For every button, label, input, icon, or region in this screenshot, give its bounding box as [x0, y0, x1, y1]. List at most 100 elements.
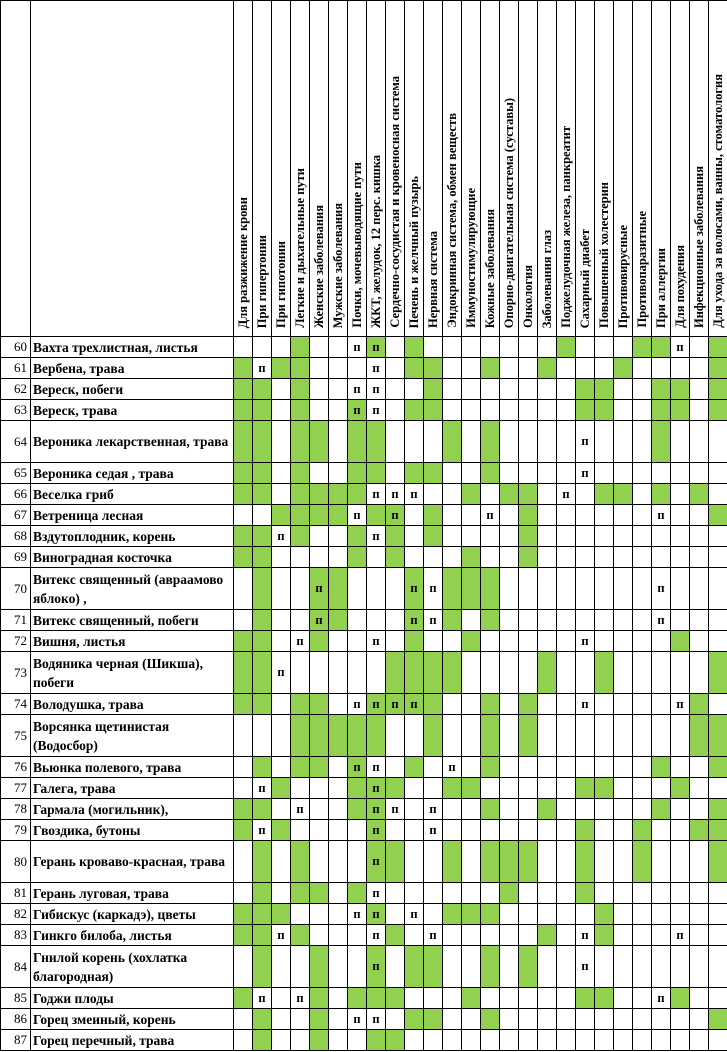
matrix-cell	[461, 378, 481, 400]
matrix-cell: п	[366, 945, 386, 988]
column-header: Заболевания глаз	[537, 0, 557, 337]
column-header-label: Противопаразитные	[634, 211, 649, 328]
matrix-cell	[594, 336, 614, 358]
column-header-label: Нервная система	[425, 231, 440, 328]
table-row: 66 Веселка гриб п п п п	[0, 483, 727, 505]
matrix-cell: п	[404, 609, 424, 631]
matrix-cell	[290, 483, 310, 505]
matrix-cell	[499, 609, 519, 631]
matrix-cell	[480, 378, 500, 400]
matrix-cell	[689, 1008, 709, 1030]
column-header-label: Эндокринная система, обмен веществ	[444, 113, 459, 328]
column-header-label: Инфекционные заболевания	[691, 166, 706, 328]
matrix-cell	[632, 525, 652, 547]
matrix-cell	[499, 882, 519, 904]
matrix-cell	[689, 525, 709, 547]
matrix-cell	[233, 945, 253, 988]
table-row: 78 Гармала (могильник), п п п п	[0, 798, 727, 820]
matrix-cell	[442, 798, 462, 820]
matrix-cell	[233, 651, 253, 694]
herb-name: Годжи плоды	[30, 987, 234, 1009]
matrix-cell: п	[290, 987, 310, 1009]
matrix-cell	[499, 630, 519, 652]
matrix-cell	[632, 798, 652, 820]
matrix-cell	[442, 693, 462, 715]
matrix-cell	[252, 399, 272, 421]
herb-name: Вахта трехлистная, листья	[30, 336, 234, 358]
matrix-cell	[708, 1008, 727, 1030]
matrix-cell	[499, 840, 519, 883]
matrix-cell	[632, 840, 652, 883]
table-row: 83 Гинкго билоба, листья п п п п п	[0, 924, 727, 946]
column-header: При гипотонии	[271, 0, 291, 337]
matrix-cell	[708, 378, 727, 400]
matrix-cell	[461, 504, 481, 526]
matrix-cell	[632, 1029, 652, 1051]
matrix-cell	[594, 609, 614, 631]
matrix-cell	[233, 336, 253, 358]
matrix-cell	[309, 399, 329, 421]
matrix-cell	[347, 882, 367, 904]
matrix-cell	[689, 714, 709, 757]
matrix-cell: п	[290, 798, 310, 820]
matrix-cell	[575, 777, 595, 799]
matrix-cell	[385, 714, 405, 757]
matrix-cell	[328, 567, 348, 610]
matrix-cell	[385, 336, 405, 358]
herb-name: Горец змеиный, корень	[30, 1008, 234, 1030]
matrix-cell: п	[423, 819, 443, 841]
matrix-cell	[271, 903, 291, 925]
matrix-cell	[328, 609, 348, 631]
matrix-cell	[575, 525, 595, 547]
matrix-cell	[290, 336, 310, 358]
matrix-cell	[670, 714, 690, 757]
matrix-cell	[594, 420, 614, 463]
table-row: 79 Гвоздика, бутоны п п п	[0, 819, 727, 841]
matrix-cell	[366, 987, 386, 1009]
matrix-cell	[461, 714, 481, 757]
matrix-cell	[537, 924, 557, 946]
matrix-cell	[670, 798, 690, 820]
matrix-cell	[290, 609, 310, 631]
herb-name: Герань луговая, трава	[30, 882, 234, 904]
column-header-label: Противовирусные	[615, 224, 630, 328]
matrix-cell	[480, 651, 500, 694]
matrix-cell	[556, 903, 576, 925]
table-row: 67 Ветреница лесная п п п п	[0, 504, 727, 526]
matrix-cell	[442, 609, 462, 631]
matrix-cell	[404, 924, 424, 946]
matrix-cell	[518, 903, 538, 925]
matrix-cell	[651, 819, 671, 841]
matrix-cell	[309, 819, 329, 841]
matrix-cell	[347, 1029, 367, 1051]
matrix-cell	[594, 504, 614, 526]
matrix-cell: п	[404, 483, 424, 505]
matrix-cell: п	[651, 567, 671, 610]
column-header: Легкие и дыхательные пути	[290, 0, 310, 337]
matrix-cell	[518, 840, 538, 883]
matrix-cell	[423, 336, 443, 358]
matrix-cell: п	[575, 945, 595, 988]
matrix-cell	[708, 924, 727, 946]
column-header: Инфекционные заболевания	[689, 0, 709, 337]
matrix-cell	[575, 546, 595, 568]
matrix-cell	[461, 651, 481, 694]
matrix-cell	[670, 546, 690, 568]
matrix-cell	[708, 504, 727, 526]
matrix-cell	[689, 987, 709, 1009]
matrix-cell	[556, 609, 576, 631]
row-number: 76	[0, 756, 31, 778]
matrix-cell	[556, 336, 576, 358]
matrix-cell	[518, 525, 538, 547]
matrix-cell	[328, 1029, 348, 1051]
matrix-cell	[461, 945, 481, 988]
matrix-cell	[613, 630, 633, 652]
matrix-cell: п	[366, 336, 386, 358]
matrix-cell	[233, 357, 253, 379]
matrix-cell	[271, 378, 291, 400]
matrix-cell	[632, 546, 652, 568]
matrix-cell	[290, 399, 310, 421]
column-header-label: Поджелудочная железа, панкреатит	[558, 126, 573, 328]
matrix-cell: п	[385, 483, 405, 505]
matrix-cell	[328, 483, 348, 505]
